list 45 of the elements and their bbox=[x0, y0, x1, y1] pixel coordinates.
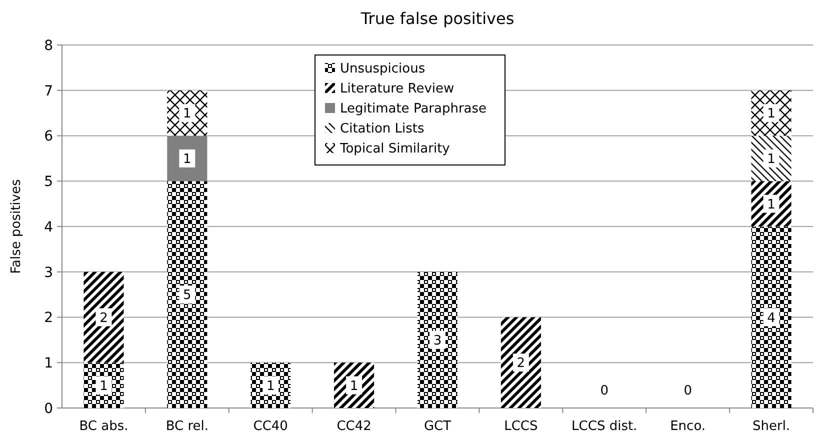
bar bbox=[751, 226, 792, 408]
data-label: 1 bbox=[767, 106, 776, 122]
legend-label: Topical Similarity bbox=[339, 142, 450, 157]
legend-label: Citation Lists bbox=[340, 122, 425, 137]
bar bbox=[167, 181, 208, 408]
data-label: 0 bbox=[684, 384, 692, 399]
y-tick-label: 0 bbox=[44, 400, 53, 417]
legend-label: Legitimate Paraphrase bbox=[340, 102, 487, 117]
x-tick-label: BC rel. bbox=[166, 419, 209, 434]
y-tick-label: 5 bbox=[44, 174, 53, 190]
x-tick-label: BC abs. bbox=[79, 419, 128, 434]
data-label: 2 bbox=[100, 310, 108, 326]
legend-label: Unsuspicious bbox=[340, 62, 426, 77]
y-axis-title: False positives bbox=[9, 179, 24, 274]
bar bbox=[417, 272, 458, 408]
y-tick-label: 8 bbox=[44, 38, 53, 54]
data-label: 1 bbox=[767, 152, 776, 167]
data-label: 1 bbox=[266, 378, 275, 394]
data-label: 4 bbox=[767, 310, 776, 326]
data-label: 0 bbox=[600, 384, 609, 399]
bar bbox=[84, 272, 124, 363]
data-label: 1 bbox=[183, 152, 192, 167]
data-label: 1 bbox=[100, 378, 108, 394]
data-label: 1 bbox=[350, 378, 358, 394]
data-label: 3 bbox=[433, 333, 442, 348]
x-tick-label: LCCS bbox=[504, 419, 538, 434]
chart-title: True false positives bbox=[360, 9, 514, 28]
y-tick-label: 4 bbox=[44, 219, 54, 236]
data-label: 1 bbox=[183, 106, 192, 122]
bar bbox=[500, 317, 541, 408]
x-tick-label: Sherl. bbox=[752, 419, 790, 434]
legend-label: Literature Review bbox=[340, 82, 455, 97]
x-tick-label: Enco. bbox=[670, 419, 706, 434]
x-tick-label: GCT bbox=[424, 419, 452, 434]
y-tick-label: 7 bbox=[44, 83, 53, 100]
y-tick-label: 1 bbox=[44, 356, 53, 372]
y-tick-label: 3 bbox=[44, 264, 53, 281]
x-tick-label: CC42 bbox=[336, 419, 372, 434]
y-tick-label: 6 bbox=[44, 128, 54, 145]
data-label: 1 bbox=[767, 197, 776, 212]
x-tick-label: CC40 bbox=[253, 419, 288, 434]
data-label: 5 bbox=[183, 288, 192, 304]
y-tick-label: 2 bbox=[44, 310, 53, 326]
x-tick-label: LCCS dist. bbox=[572, 419, 638, 434]
data-label: 2 bbox=[516, 356, 526, 372]
